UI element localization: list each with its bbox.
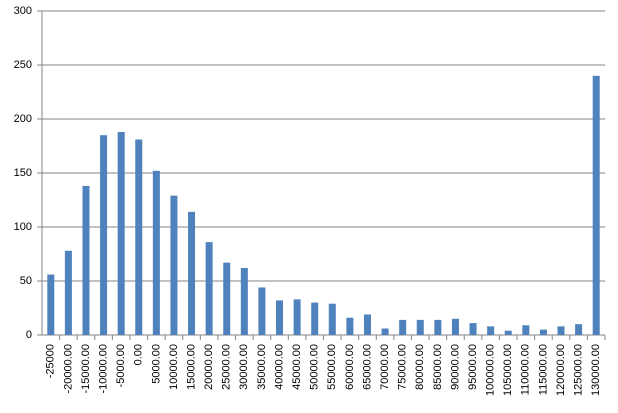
x-tick-label: 0.00 [133, 344, 145, 365]
x-tick-label: 35000.00 [256, 344, 268, 390]
bar [223, 262, 231, 335]
bar [205, 242, 213, 335]
bar [434, 319, 442, 335]
bar [399, 319, 407, 335]
x-tick-label: 55000.00 [326, 344, 338, 390]
bar [592, 75, 600, 336]
x-tick-label: 10000.00 [168, 344, 180, 390]
bar [487, 326, 495, 335]
x-tick-label: 30000.00 [238, 344, 250, 390]
bar [152, 170, 160, 335]
x-tick-label: 115000.00 [537, 344, 549, 395]
bar [311, 302, 319, 335]
bar [504, 330, 512, 335]
x-tick-label: 110000.00 [520, 344, 532, 395]
y-tick-label: 300 [14, 5, 32, 17]
bar [363, 314, 371, 335]
bar [258, 287, 266, 335]
y-tick-label: 250 [14, 59, 32, 71]
x-tick-label: -5000.00 [115, 344, 127, 387]
x-tick-label: 25000.00 [221, 344, 233, 390]
bar [381, 328, 389, 335]
x-tick-label: 20000.00 [203, 344, 215, 390]
x-tick-label: 105000.00 [502, 344, 514, 396]
x-tick-label: 40000.00 [273, 344, 285, 390]
x-tick-label: 75000.00 [397, 344, 409, 390]
x-tick-label: -20000.00 [62, 344, 74, 394]
x-tick-label: 85000.00 [432, 344, 444, 390]
bar [293, 299, 301, 335]
x-tick-label: 50000.00 [309, 344, 321, 390]
x-tick-label: 95000.00 [467, 344, 479, 390]
bar [47, 274, 55, 335]
bar [100, 135, 108, 335]
bar [188, 211, 196, 335]
bar [557, 326, 565, 335]
bar [117, 131, 125, 335]
bar [522, 325, 530, 335]
x-tick-label: 65000.00 [361, 344, 373, 390]
x-tick-label: 5000.00 [150, 344, 162, 384]
x-tick-label: 70000.00 [379, 344, 391, 390]
x-tick-label: 15000.00 [185, 344, 197, 390]
y-tick-label: 100 [14, 221, 32, 233]
x-tick-label: 60000.00 [344, 344, 356, 390]
x-tick-label: 100000.00 [485, 344, 497, 396]
x-tick-label: -15000.00 [80, 344, 92, 394]
y-tick-label: 150 [14, 167, 32, 179]
bar [170, 195, 178, 335]
x-tick-label: 125000.00 [573, 344, 585, 396]
y-tick-label: 0 [26, 329, 32, 341]
bar [82, 185, 90, 335]
bar [451, 318, 459, 335]
bar [276, 300, 284, 335]
bar [346, 317, 354, 335]
x-tick-label: 120000.00 [555, 344, 567, 396]
bar [328, 303, 336, 335]
x-tick-label: -25000 [45, 344, 57, 378]
bar [240, 268, 248, 335]
bar [135, 139, 143, 335]
y-tick-label: 200 [14, 113, 32, 125]
bar [469, 323, 477, 335]
bar [575, 324, 583, 335]
x-tick-label: 45000.00 [291, 344, 303, 390]
x-tick-label: 130000.00 [590, 344, 602, 396]
x-tick-label: -10000.00 [97, 344, 109, 394]
x-tick-label: 90000.00 [449, 344, 461, 390]
bar [539, 329, 547, 335]
bar [416, 319, 424, 335]
bar [64, 250, 72, 335]
y-tick-label: 50 [20, 275, 32, 287]
x-tick-label: 80000.00 [414, 344, 426, 390]
